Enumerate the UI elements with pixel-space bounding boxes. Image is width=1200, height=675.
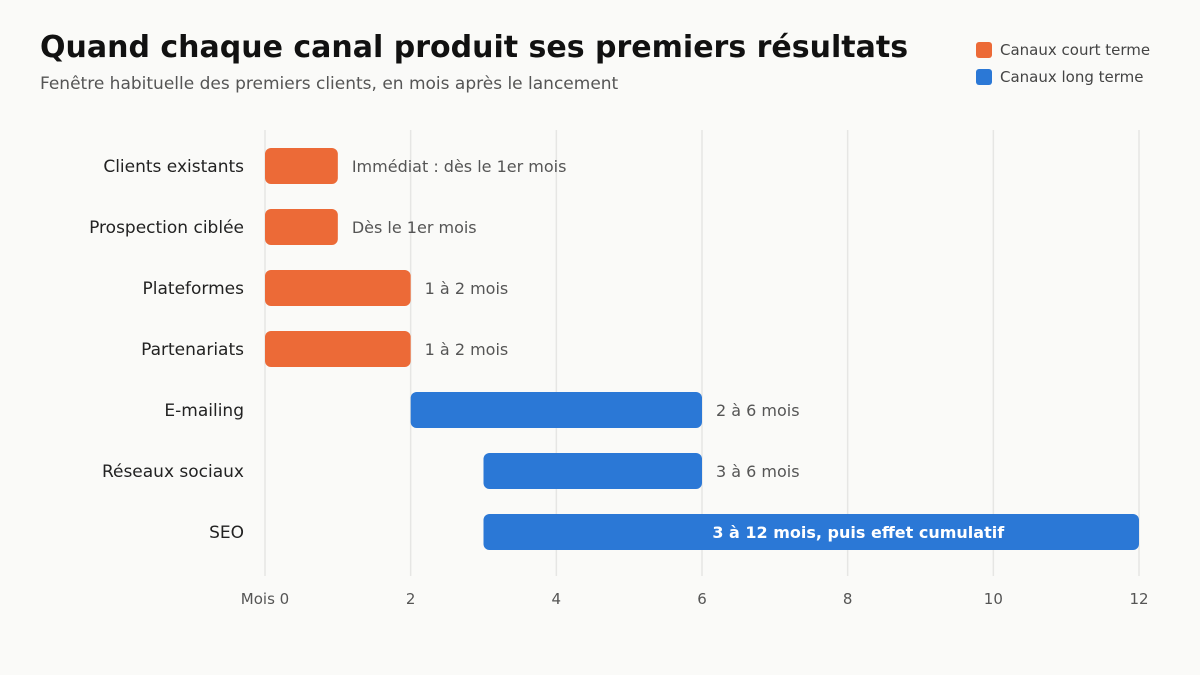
bar-value-label: 3 à 6 mois bbox=[716, 462, 800, 481]
bar-value-label: 1 à 2 mois bbox=[425, 279, 509, 298]
category-label: Plateformes bbox=[143, 279, 245, 299]
x-tick-label: Mois 0 bbox=[241, 590, 289, 608]
bar-value-label: 1 à 2 mois bbox=[425, 340, 509, 359]
x-tick-label: 10 bbox=[984, 590, 1003, 608]
bar bbox=[483, 514, 1139, 550]
x-tick-label: 4 bbox=[552, 590, 562, 608]
chart-title: Quand chaque canal produit ses premiers … bbox=[40, 30, 909, 65]
chart-subtitle: Fenêtre habituelle des premiers clients,… bbox=[40, 74, 619, 94]
bar-value-label: Immédiat : dès le 1er mois bbox=[352, 157, 567, 176]
bar bbox=[410, 392, 702, 428]
category-label: Prospection ciblée bbox=[89, 218, 244, 238]
legend-label-court-terme: Canaux court terme bbox=[1000, 40, 1151, 59]
x-tick-label: 12 bbox=[1129, 590, 1148, 608]
category-label: E-mailing bbox=[164, 401, 244, 421]
bar bbox=[265, 331, 411, 367]
x-tick-label: 2 bbox=[406, 590, 416, 608]
bar bbox=[483, 453, 702, 489]
legend-item-court-terme: Canaux court terme bbox=[976, 36, 1150, 63]
legend: Canaux court terme Canaux long terme bbox=[976, 36, 1150, 90]
legend-label-long-terme: Canaux long terme bbox=[1000, 67, 1144, 86]
legend-swatch-long-terme bbox=[976, 68, 992, 85]
legend-swatch-court-terme bbox=[976, 41, 992, 58]
bar bbox=[265, 270, 411, 306]
x-tick-label: 6 bbox=[697, 590, 707, 608]
x-tick-label: 8 bbox=[843, 590, 853, 608]
legend-item-long-terme: Canaux long terme bbox=[976, 63, 1150, 90]
bar bbox=[265, 209, 338, 245]
category-label: Partenariats bbox=[141, 340, 244, 360]
category-label: Clients existants bbox=[103, 157, 244, 177]
bar-value-label: 2 à 6 mois bbox=[716, 401, 800, 420]
bar bbox=[265, 148, 338, 184]
category-label: Réseaux sociaux bbox=[102, 462, 244, 482]
category-label: SEO bbox=[209, 523, 244, 543]
bar-value-label: Dès le 1er mois bbox=[352, 218, 477, 237]
bar-value-label: 3 à 12 mois, puis effet cumulatif bbox=[712, 523, 1005, 542]
